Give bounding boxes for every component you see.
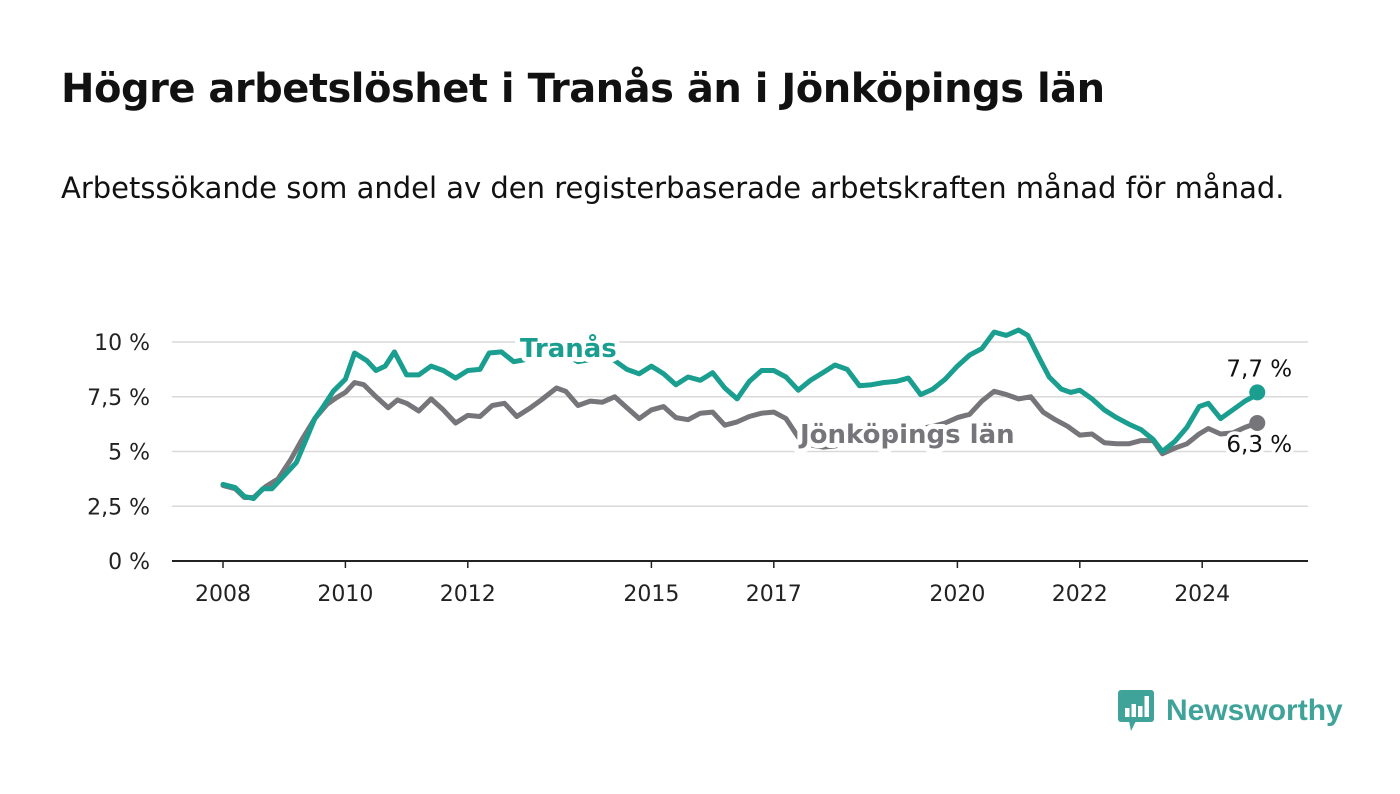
chart-title: Högre arbetslöshet i Tranås än i Jönköpi… <box>61 66 1105 112</box>
end-marker-tranas <box>1249 384 1266 401</box>
chart-subtitle: Arbetssökande som andel av den registerb… <box>61 171 1285 205</box>
y-tick-label: 0 % <box>108 550 150 575</box>
series-label-jonkopings-lan: Jönköpings län <box>798 420 1015 450</box>
y-axis-ticks: 0 % 2,5 % 5 % 7,5 % 10 % <box>87 331 150 575</box>
x-tick-label: 2010 <box>317 582 373 607</box>
end-value-label-jonkopings-lan: 6,3 % <box>1226 432 1292 458</box>
y-tick-label: 5 % <box>108 441 150 466</box>
series-labels: Tranås Jönköpings län 7,7 % 6,3 % <box>515 327 1296 462</box>
series-lines <box>220 327 1260 502</box>
y-tick-label: 10 % <box>94 331 150 356</box>
series-line-tranas <box>220 327 1260 502</box>
brand-name: Newsworthy <box>1166 694 1343 727</box>
x-tick-label: 2020 <box>929 582 985 607</box>
x-tick-label: 2017 <box>746 582 802 607</box>
end-marker-jonkopings-lan <box>1249 415 1266 432</box>
x-tick-label: 2022 <box>1052 582 1108 607</box>
series-label-tranas: Tranås <box>520 332 617 364</box>
gridlines <box>172 341 1308 507</box>
x-tick-label: 2024 <box>1174 582 1230 607</box>
y-tick-label: 2,5 % <box>87 495 150 520</box>
newsworthy-logo: Newsworthy <box>1118 690 1343 732</box>
x-tick-label: 2008 <box>195 582 251 607</box>
y-tick-label: 7,5 % <box>87 386 150 411</box>
x-axis-ticks: 2008 2010 2012 2015 2017 2020 2022 2024 <box>172 560 1308 607</box>
series-line-jonkopings-lan <box>220 380 1260 500</box>
x-tick-label: 2015 <box>623 582 679 607</box>
x-tick-label: 2012 <box>440 582 496 607</box>
end-value-label-tranas: 7,7 % <box>1226 356 1292 382</box>
newsworthy-chat-bars-icon <box>1118 690 1154 731</box>
